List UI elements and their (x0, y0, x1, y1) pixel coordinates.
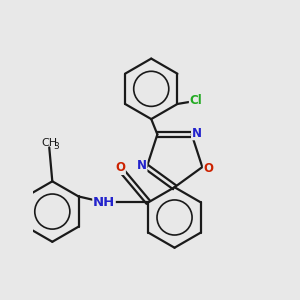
Text: 3: 3 (54, 142, 59, 151)
Text: N: N (192, 127, 202, 140)
Text: Cl: Cl (190, 94, 202, 107)
Text: N: N (192, 127, 202, 140)
Text: O: O (115, 161, 125, 174)
Text: N: N (137, 159, 147, 172)
Text: Cl: Cl (190, 94, 202, 107)
Text: O: O (203, 162, 213, 176)
Text: NH: NH (93, 196, 115, 209)
Text: O: O (115, 161, 125, 174)
Text: CH: CH (41, 137, 57, 148)
Text: O: O (203, 162, 213, 176)
Text: NH: NH (93, 196, 115, 209)
Text: N: N (137, 159, 147, 172)
